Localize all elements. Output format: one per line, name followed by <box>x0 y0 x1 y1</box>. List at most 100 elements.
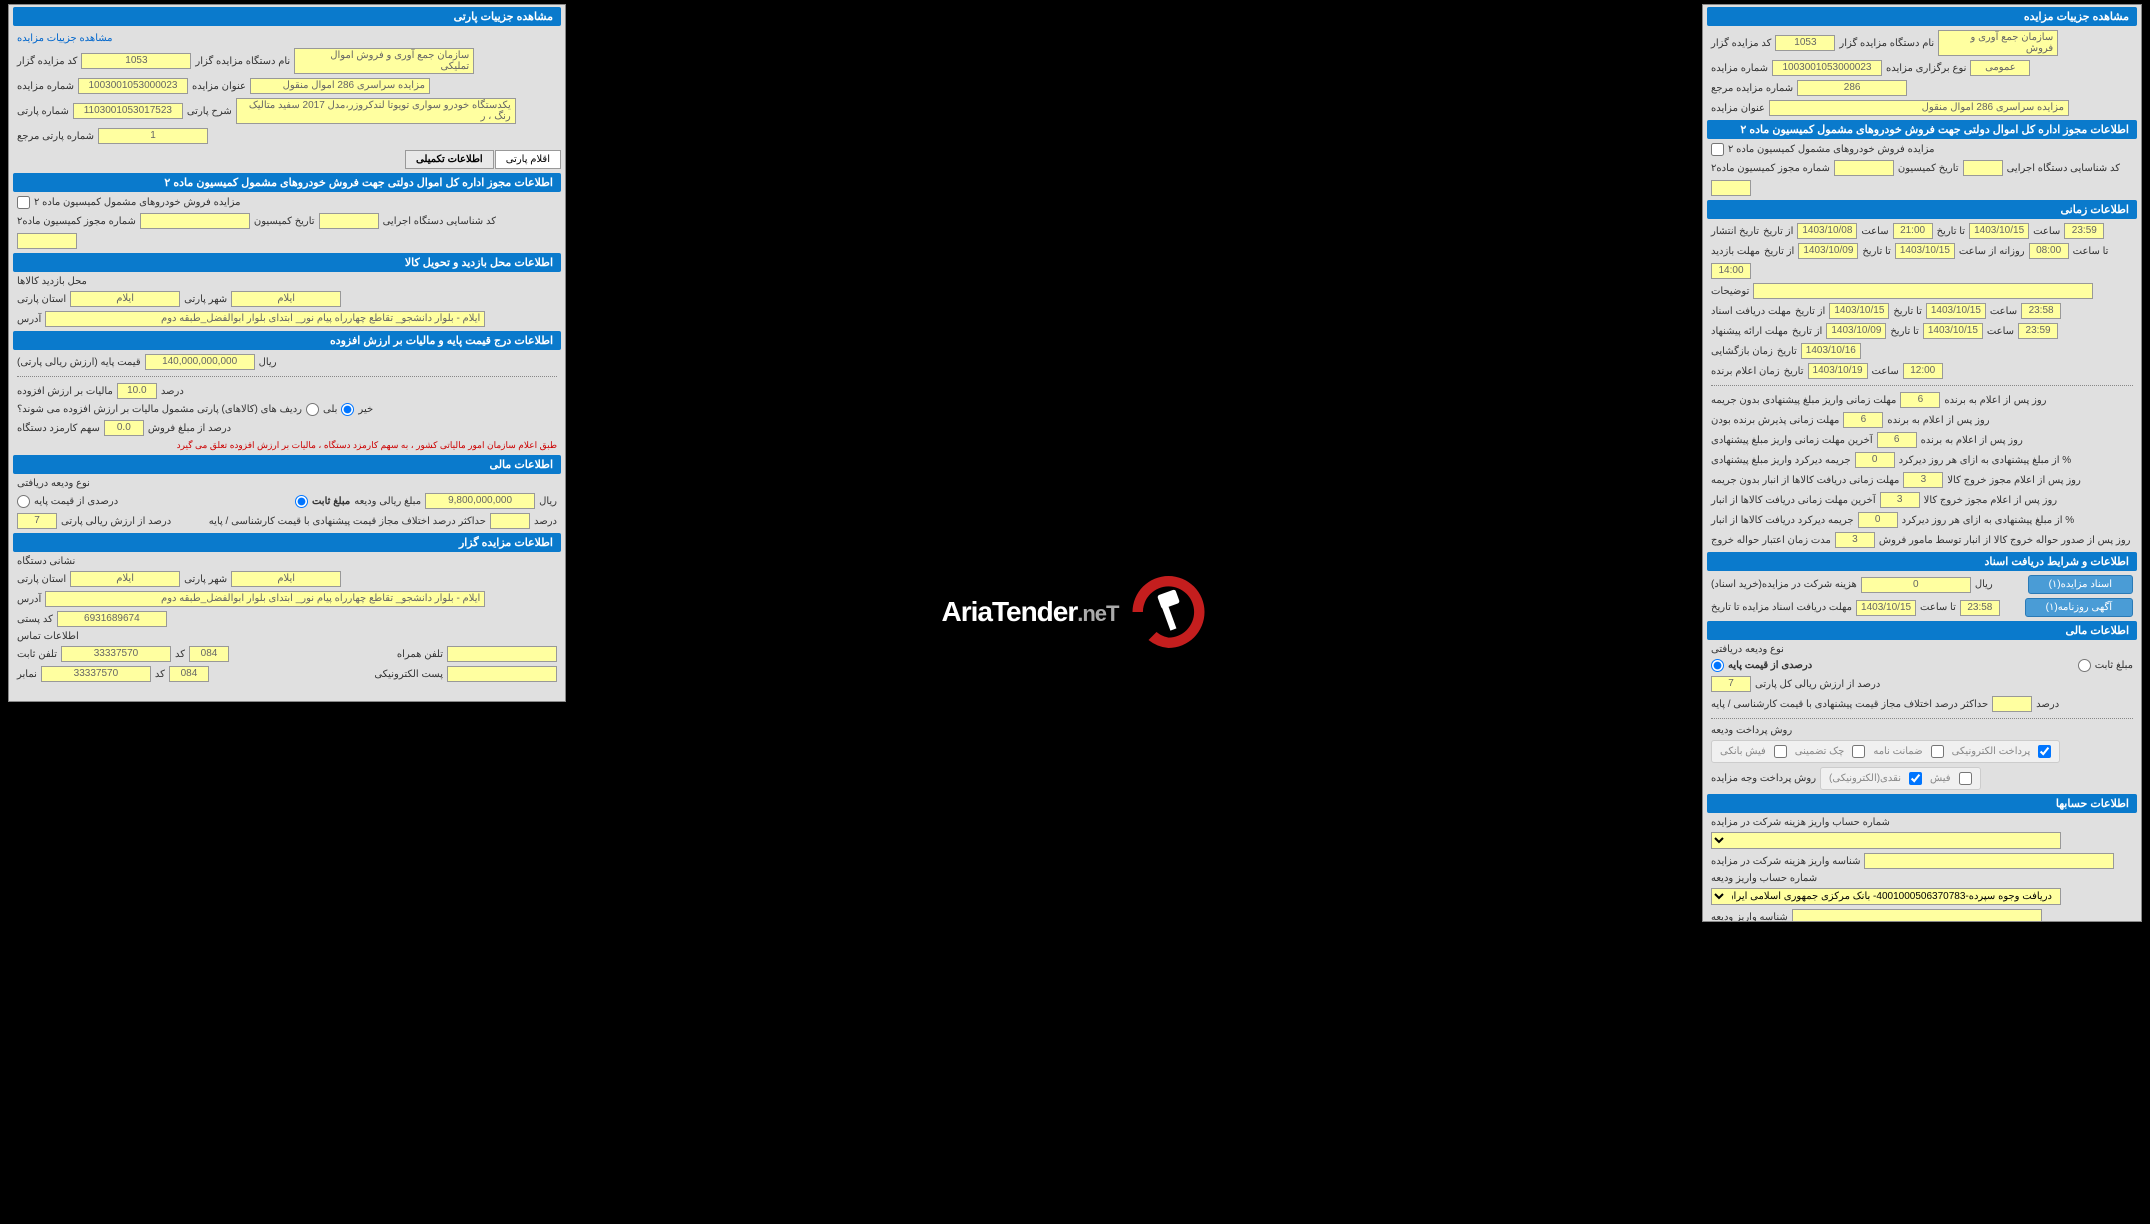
btn-ad[interactable]: آگهی روزنامه(۱) <box>2025 598 2133 617</box>
fld-code: 1053 <box>81 53 191 69</box>
r-lbl-dap2: روز پس از اعلام مجوز خروج کالا <box>1924 495 2058 506</box>
r-fld-gdf: 3 <box>1903 472 1943 488</box>
r-fld-adi <box>1792 909 2042 921</box>
r-lbl-fixed: مبلغ ثابت <box>2095 660 2133 671</box>
lbl-max-diff: حداکثر درصد اختلاف مجاز قیمت پیشنهادی با… <box>209 516 486 527</box>
r-hdr-docterms: اطلاعات و شرایط دریافت اسناد <box>1707 552 2137 571</box>
fld-org-city: ایلام <box>231 571 341 587</box>
r-lbl-hold: نوع برگزاری مزایده <box>1886 63 1966 74</box>
r-lbl-permit: شماره مجوز کمیسیون ماده۲ <box>1711 163 1830 174</box>
r-lbl-anum: شماره مزایده <box>1711 63 1768 74</box>
lbl-yes: بلی <box>323 404 337 415</box>
chk-elec[interactable] <box>2038 745 2051 758</box>
fld-comm-date <box>319 213 379 229</box>
r-lbl-ev: مدت زمان اعتبار حواله خروج <box>1711 535 1831 546</box>
radio-no[interactable] <box>341 403 354 416</box>
chk-guarantee[interactable] <box>1931 745 1944 758</box>
lbl-deposit-amt: مبلغ ریالی ودیعه <box>354 496 421 507</box>
lot-header: مشاهده جزییات پارتی <box>13 7 561 26</box>
fld-phone: 33337570 <box>61 646 171 662</box>
lbl-email: پست الکترونیکی <box>374 669 443 680</box>
chk-cash[interactable] <box>1909 772 1922 785</box>
lbl-elec: پرداخت الکترونیکی <box>1952 746 2031 757</box>
radio-pct-base[interactable] <box>17 495 30 508</box>
fld-base-price: 140,000,000,000 <box>145 354 255 370</box>
fld-city: ایلام <box>231 291 341 307</box>
r-fld-gl: 3 <box>1880 492 1920 508</box>
lbl-vat-q: ردیف های (کالاهای) پارتی مشمول مالیات بر… <box>17 404 302 415</box>
radio-yes[interactable] <box>306 403 319 416</box>
radio-fixed[interactable] <box>295 495 308 508</box>
r-lbl-notes: توضیحات <box>1711 286 1749 297</box>
lbl-cash: نقدی(الکترونیکی) <box>1829 773 1901 784</box>
r-lbl-to: تا تاریخ <box>1937 226 1966 237</box>
fld-max-diff <box>490 513 530 529</box>
r-fld-winnerdate: 1403/10/19 <box>1808 363 1868 379</box>
r-fld-visitto: 1403/10/15 <box>1895 243 1955 259</box>
lbl-phone: تلفن ثابت <box>17 649 57 660</box>
hdr-financial-l: اطلاعات مالی <box>13 455 561 474</box>
chk-slip2[interactable] <box>1959 772 1972 785</box>
tab-items[interactable]: اقلام پارتی <box>495 150 561 169</box>
auction-details-link[interactable]: مشاهده جزییات مزایده <box>17 33 113 44</box>
lbl-rial2: ریال <box>539 496 557 507</box>
lbl-visit-loc: محل بازدید کالاها <box>17 276 87 287</box>
lbl-check: چک تضمینی <box>1795 746 1845 757</box>
r-lbl-apay: روش پرداخت وجه مزایده <box>1711 773 1816 784</box>
btn-docs[interactable]: اسناد مزایده(۱) <box>2028 575 2133 594</box>
r-fld-comm <box>1963 160 2003 176</box>
r-lbl-exec: کد شناسایی دستگاه اجرایی <box>2007 163 2120 174</box>
logo-text: AriaTender.neT <box>942 596 1119 628</box>
r-lbl-to4: تا تاریخ <box>1890 326 1919 337</box>
r-lbl-dd2: مهلت دریافت اسناد مزایده تا تاریخ <box>1711 602 1852 613</box>
chk-sale[interactable] <box>17 196 30 209</box>
r-radio-fixed[interactable] <box>2078 659 2091 672</box>
r-fld-dp: 0 <box>1855 452 1895 468</box>
tax-note: طبق اعلام سازمان امور مالیاتی کشور ، به … <box>9 438 565 453</box>
r-lbl-from: از تاریخ <box>1763 226 1793 237</box>
r-lbl-dm: روش پرداخت ودیعه <box>1711 725 1792 736</box>
fld-device-fee: 0.0 <box>104 420 144 436</box>
lbl-comm-date: تاریخ کمیسیون <box>254 216 315 227</box>
hdr-permit: اطلاعات مجوز اداره کل اموال دولتی جهت فر… <box>13 173 561 192</box>
chk-slip[interactable] <box>1774 745 1787 758</box>
r-lbl-ppd: % از مبلغ پیشنهادی به ازای هر روز دیرکرد <box>1899 455 2072 466</box>
divider3 <box>1711 718 2133 719</box>
r-lbl-time2: ساعت <box>2033 226 2060 237</box>
r-fld-docto: 1403/10/15 <box>1926 303 1986 319</box>
r-fld-ld: 6 <box>1877 432 1917 448</box>
fld-pct-base: 7 <box>17 513 57 529</box>
fld-auction-num: 1003001053000023 <box>78 78 188 94</box>
r-lbl-ref: شماره مزایده مرجع <box>1711 83 1793 94</box>
sel-ad[interactable]: دریافت وجوه سپرده-4001000506370783- بانک… <box>1711 888 2061 905</box>
r-lbl-dp: جریمه دیرکرد واریز مبلغ پیشنهادی <box>1711 455 1851 466</box>
r-fld-md <box>1992 696 2032 712</box>
r-lbl-time5: ساعت <box>1872 366 1899 377</box>
r-lbl-ppdw: % از مبلغ پیشنهادی به ازای هر روز دیرکرد <box>1902 515 2075 526</box>
tabs: اقلام پارتی اطلاعات تکمیلی <box>13 150 561 169</box>
r-radio-pct[interactable] <box>1711 659 1724 672</box>
r-fld-opendate: 1403/10/16 <box>1801 343 1861 359</box>
lbl-org-address: آدرس <box>17 594 41 605</box>
chk-check[interactable] <box>1852 745 1865 758</box>
hammer-icon <box>1128 572 1208 652</box>
r-fld-notes <box>1753 283 2093 299</box>
lbl-from-sale: درصد از مبلغ فروش <box>148 423 231 434</box>
r-lbl-date: تاریخ <box>1777 346 1797 357</box>
tab-extra[interactable]: اطلاعات تکمیلی <box>405 150 494 169</box>
r-hdr-financial: اطلاعات مالی <box>1707 621 2137 640</box>
fld-email <box>447 666 557 682</box>
sel-af[interactable] <box>1711 832 2061 849</box>
lbl-pct-base: درصدی از قیمت پایه <box>34 496 118 507</box>
r-fld-pct7: 7 <box>1711 676 1751 692</box>
r-fld-dailyfrom: 08:00 <box>2029 243 2069 259</box>
r-lbl-md: حداکثر درصد اختلاف مجاز قیمت پیشنهادی با… <box>1711 699 1988 710</box>
r-fld-hold: عمومی <box>1970 60 2030 76</box>
r-fld-ap: 6 <box>1843 412 1883 428</box>
lbl-province: استان پارتی <box>17 294 66 305</box>
r-lbl-dt: نوع ودیعه دریافتی <box>1711 644 1784 655</box>
r-chk-sale[interactable] <box>1711 143 1724 156</box>
auction-details-panel: مشاهده جزییات مزایده کد مزایده گزار 1053… <box>1702 4 2142 922</box>
r-lbl-doc: مهلت دریافت اسناد <box>1711 306 1791 317</box>
fld-code084: 084 <box>189 646 229 662</box>
